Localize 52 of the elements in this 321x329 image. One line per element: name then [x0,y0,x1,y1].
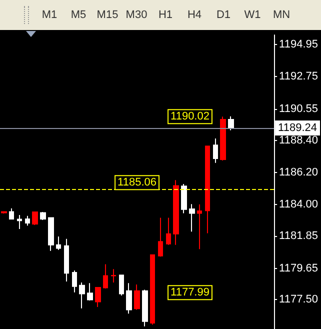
candlestick [220,116,226,161]
annotation: 1177.99 [170,286,210,299]
candlestick [40,211,46,221]
candlestick [32,211,38,226]
candlestick [17,214,22,230]
text: H4 [186,8,203,23]
candlestick [228,116,234,131]
candlestick [158,217,163,258]
y-tick-label: 1181.85 [279,230,318,242]
y-tick-label: 1194.95 [279,38,318,51]
candlestick [173,180,179,246]
ref-line-label: 1189.24 [278,122,318,134]
y-tick-label: 1190.55 [279,102,318,115]
candlestick [213,138,218,164]
y-tick-label: 1188.40 [279,134,318,146]
candlestick [1,210,7,214]
text: M30 [124,8,148,23]
candlestick [111,268,116,283]
candlestick [87,282,93,301]
candlestick [25,215,30,226]
candlestick [189,204,195,232]
y-tick-label: 1177.50 [279,294,318,306]
candlestick [72,270,77,293]
y-tick-label: 1192.75 [279,70,318,83]
candlestick [142,289,148,327]
candlestick [134,284,140,310]
candlestick [197,204,202,250]
candlestick [126,282,132,314]
text: M1 [40,8,58,23]
candlestick [48,217,54,252]
ref-line-label: 1185.06 [118,176,157,189]
text: MN [272,8,292,23]
y-tick-label: 1186.20 [279,166,318,178]
candlestick [205,146,210,234]
candlestick [181,184,187,214]
text: D1 [215,8,232,23]
text: W1 [243,8,262,23]
text: M5 [70,8,88,23]
candlestick [79,282,85,309]
candlestick [103,264,108,289]
candlestick [64,238,69,282]
y-tick-label: 1184.00 [279,198,318,211]
candlestick [119,274,124,296]
candlestick [95,286,101,308]
candlestick [166,217,171,246]
candlestick [150,254,155,326]
annotation: 1190.02 [170,110,210,123]
candlestick [9,208,14,220]
candlestick [56,236,61,250]
text: H1 [157,8,174,23]
y-tick-label: 1179.65 [279,262,318,274]
text: M15 [96,8,120,23]
